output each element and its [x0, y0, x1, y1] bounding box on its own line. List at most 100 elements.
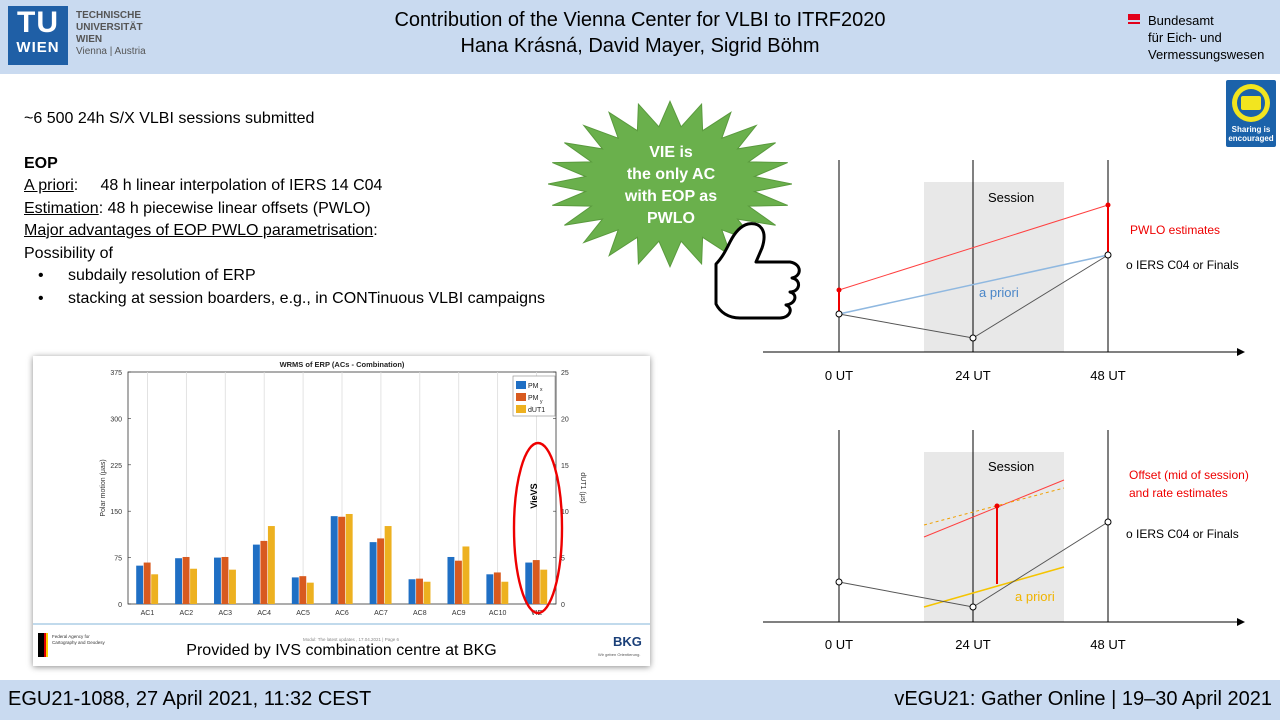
estimation-label: Estimation: [24, 199, 99, 217]
apriori-label: A priori: [24, 177, 74, 194]
category-label: AC6: [335, 610, 349, 617]
bar-dut1: [423, 581, 431, 604]
sessions-text: ~6 500 24h S/X VLBI sessions submitted: [24, 110, 315, 127]
category-label: AC10: [489, 610, 507, 617]
bullet-text: subdaily resolution of ERP: [68, 267, 256, 284]
bar-pmx: [369, 542, 377, 604]
bar-pmx: [330, 516, 338, 604]
badge-text: Sharing is encouraged: [1226, 125, 1276, 143]
starburst-line: VIE is: [649, 144, 693, 161]
category-label: AC8: [413, 610, 427, 617]
iers-point: [1104, 518, 1112, 526]
bar-pmy: [143, 562, 151, 604]
bar-dut1: [384, 526, 392, 604]
header-title-block: Contribution of the Vienna Center for VL…: [300, 7, 980, 59]
tick-label-right: 5: [561, 556, 565, 563]
offset-label-line2: and rate estimates: [1129, 486, 1228, 500]
header-bar: [0, 0, 1280, 74]
category-label: AC7: [374, 610, 388, 617]
x-label-48ut: 48 UT: [1090, 368, 1125, 383]
bar-pmx: [136, 565, 144, 604]
footer-right-text: vEGU21: Gather Online | 19–30 April 2021: [894, 688, 1272, 710]
session-label: Session: [988, 190, 1034, 205]
tick-label-right: 20: [561, 416, 569, 423]
tu-logo-bottom: WIEN: [16, 39, 60, 56]
pwlo-estimates-label: PWLO estimates: [1130, 223, 1220, 237]
tick-label-right: 25: [561, 370, 569, 377]
tu-name: TECHNISCHE UNIVERSITÄT WIEN Vienna | Aus…: [76, 10, 146, 58]
badge-text-line: encouraged: [1228, 134, 1274, 143]
x-label-24ut: 24 UT: [955, 637, 990, 652]
chart-caption: Provided by IVS combination centre at BK…: [186, 642, 497, 659]
estimation-line: Estimation: 48 h piecewise linear offset…: [24, 198, 545, 221]
german-flag-stripe: [46, 633, 48, 657]
badge-text-line: Sharing is: [1231, 125, 1271, 134]
sharing-encouraged-badge: Sharing is encouraged: [1226, 80, 1276, 147]
bar-dut1: [229, 569, 236, 604]
tick-label-left: 75: [114, 556, 122, 563]
bullet-dot: •: [38, 289, 44, 307]
austria-flag-icon: [1128, 14, 1140, 20]
bar-dut1: [306, 582, 314, 604]
apriori-line: [838, 254, 1109, 315]
tick-label-left: 0: [118, 602, 122, 609]
starburst-line: the only AC: [626, 166, 716, 183]
bar-pmy: [493, 572, 501, 604]
bar-pmx: [447, 556, 455, 604]
apriori-label: a priori: [1015, 589, 1055, 604]
page-title: Contribution of the Vienna Center for VL…: [394, 9, 886, 31]
possibility-text: Possibility of: [24, 244, 113, 262]
iers-point: [835, 578, 843, 586]
advantages-colon: :: [373, 222, 378, 239]
camera-icon: [1241, 96, 1261, 110]
pwlo-line: [838, 204, 1109, 291]
german-flag-stripe: [44, 633, 46, 657]
bar-dut1: [345, 513, 353, 604]
vievs-annotation: VieVS: [529, 483, 539, 508]
bar-pmy: [532, 560, 540, 604]
pwlo-point: [1105, 202, 1111, 208]
bullet-item: • subdaily resolution of ERP: [24, 265, 545, 288]
iers-point: [969, 334, 977, 342]
x-label-48ut: 48 UT: [1090, 637, 1125, 652]
arrow-head-icon: [1237, 618, 1245, 626]
legend-swatch: [516, 393, 526, 401]
starburst-line: PWLO: [647, 210, 695, 227]
tick-label-right: 10: [561, 509, 569, 516]
tick-label-left: 150: [110, 509, 122, 516]
bar-dut1: [151, 574, 159, 604]
apriori-text: : 48 h linear interpolation of IERS 14 C…: [73, 177, 383, 194]
bar-dut1: [540, 569, 548, 604]
y-axis-label-right: dUT1 (μs): [579, 472, 586, 503]
bar-pmy: [454, 560, 462, 604]
footer-bar: [0, 680, 1280, 720]
eop-heading: EOP: [24, 154, 58, 172]
bar-pmx: [291, 577, 299, 604]
starburst-line: with EOP as: [624, 188, 718, 205]
category-label: AC4: [257, 610, 271, 617]
bar-dut1: [267, 526, 275, 604]
session-shading: [924, 182, 1064, 352]
tick-label-right: 15: [561, 463, 569, 470]
footer-left-text: EGU21-1088, 27 April 2021, 11:32 CEST: [8, 688, 372, 710]
offset-point: [994, 503, 1000, 509]
bar-pmx: [486, 574, 494, 604]
legend-label: PM: [528, 383, 539, 390]
bar-pmy: [416, 578, 423, 604]
legend-subscript: y: [540, 399, 543, 405]
category-label: AC3: [218, 610, 232, 617]
bar-pmy: [299, 576, 307, 604]
bar-dut1: [501, 581, 509, 604]
figure-footer-text: Modul: The latest updates , 17.04.2021 |…: [303, 637, 399, 642]
bar-pmx: [525, 562, 533, 604]
bar-pmx: [252, 544, 260, 604]
legend-label: PM: [528, 395, 539, 402]
agency-line: Cartography and Geodesy: [52, 640, 106, 645]
bar-pmy: [338, 516, 346, 604]
tu-name-line: WIEN: [76, 34, 103, 45]
category-label: AC2: [180, 610, 194, 617]
austria-flag-stripe: [1128, 22, 1140, 24]
tick-label-left: 225: [110, 463, 122, 470]
bev-line: Bundesamt: [1148, 13, 1214, 28]
apriori-label: a priori: [979, 285, 1019, 300]
